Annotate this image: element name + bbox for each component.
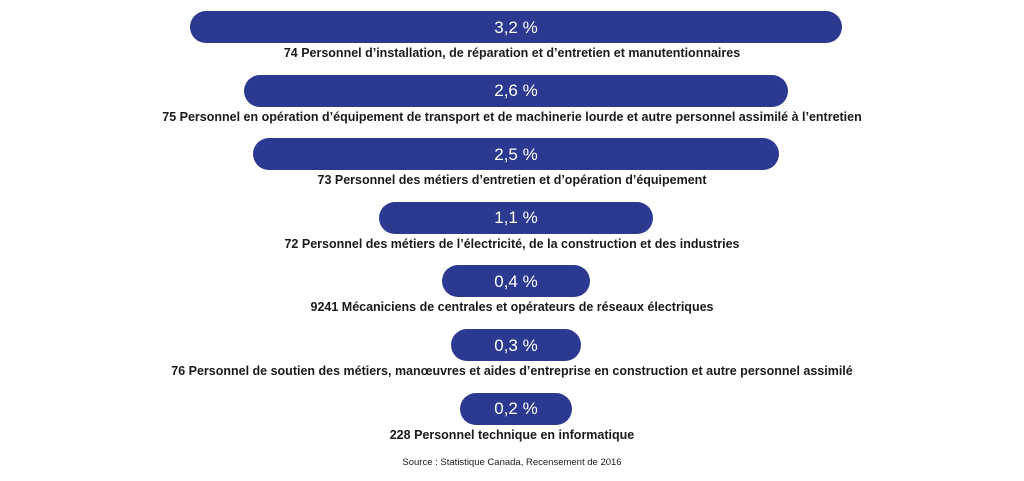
bar-value-label: 2,6 % — [494, 81, 538, 101]
category-label: 72 Personnel des métiers de l’électricit… — [284, 236, 740, 251]
bar: 2,5 % — [253, 138, 779, 171]
category-label: 228 Personnel technique en informatique — [389, 427, 635, 442]
bar: 0,4 % — [442, 265, 590, 298]
bar-value-label: 0,3 % — [494, 335, 538, 355]
bar: 0,2 % — [460, 392, 572, 425]
bar-value-label: 0,2 % — [494, 399, 538, 419]
bar: 0,3 % — [451, 329, 581, 361]
category-label: 9241 Mécaniciens de centrales et opérate… — [310, 300, 714, 315]
category-label: 74 Personnel d’installation, de réparati… — [283, 46, 741, 60]
bar: 1,1 % — [379, 201, 653, 234]
category-label: 75 Personnel en opération d’équipement d… — [162, 109, 862, 124]
source-note: Source : Statistique Canada, Recensement… — [402, 457, 622, 468]
category-label: 73 Personnel des métiers d’entretien et … — [317, 173, 707, 188]
category-label: 76 Personnel de soutien des métiers, man… — [171, 364, 853, 378]
bar-value-label: 3,2 % — [494, 17, 538, 37]
bar-value-label: 2,5 % — [494, 144, 538, 164]
bar-value-label: 1,1 % — [494, 208, 538, 228]
bar-value-label: 0,4 % — [494, 271, 538, 291]
bar: 3,2 % — [190, 11, 842, 43]
bar: 2,6 % — [244, 74, 788, 107]
